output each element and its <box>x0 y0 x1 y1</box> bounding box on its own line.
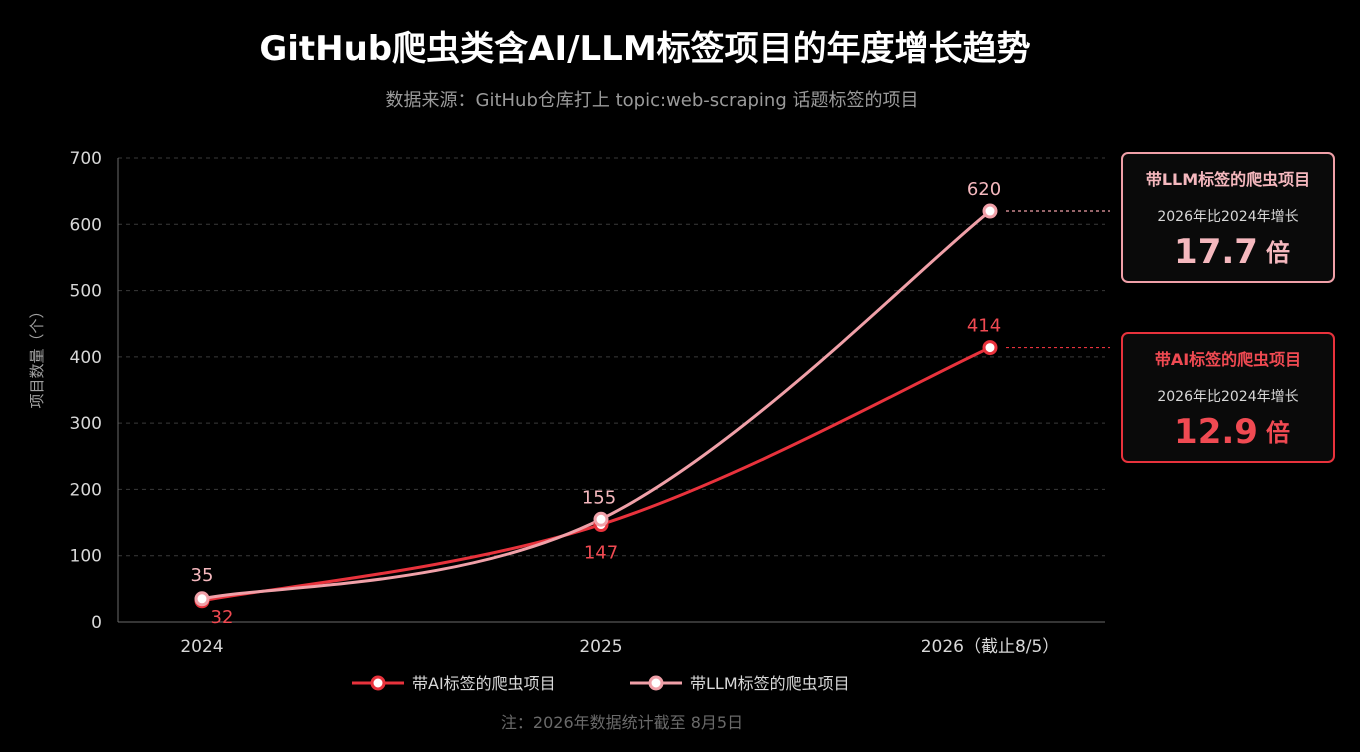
x-tick-label: 2024 <box>180 637 223 657</box>
data-point-ai <box>982 340 998 356</box>
legend-marker <box>370 675 386 691</box>
data-label-ai: 32 <box>211 607 234 628</box>
legend-marker <box>648 675 664 691</box>
data-point-llm <box>593 511 609 527</box>
annotation-title: 带LLM标签的爬虫项目 <box>1146 170 1310 189</box>
data-label-llm: 35 <box>191 565 214 586</box>
annotation-multiplier: 17.7 <box>1174 232 1258 272</box>
annotation-box <box>1121 152 1335 283</box>
y-tick-label: 100 <box>70 547 102 567</box>
y-tick-label: 400 <box>70 348 102 368</box>
legend-label: 带AI标签的爬虫项目 <box>412 674 556 693</box>
data-label-ai: 147 <box>584 543 618 564</box>
y-tick-label: 600 <box>70 215 102 235</box>
data-label-llm: 155 <box>582 487 616 508</box>
data-point-llm <box>194 591 210 607</box>
annotation-unit: 倍 <box>1266 419 1290 447</box>
annotation-multiplier: 12.9 <box>1174 412 1258 452</box>
plot-area: 0 100 200 300 400 500 600 700 2024 2025 2026（截止8/5… <box>70 149 1335 693</box>
legend-label: 带LLM标签的爬虫项目 <box>690 674 850 693</box>
y-tick-label: 700 <box>70 149 102 169</box>
x-tick-label: 2025 <box>579 637 622 657</box>
y-tick-label: 300 <box>70 414 102 434</box>
y-tick-label: 200 <box>70 480 102 500</box>
chart-title: GitHub爬虫类含AI/LLM标签项目的年度增长趋势 <box>259 29 1030 69</box>
annotation-subtitle: 2026年比2024年增长 <box>1157 209 1298 225</box>
y-tick-label: 500 <box>70 282 102 302</box>
annotation-box <box>1121 332 1335 463</box>
annotation-title: 带AI标签的爬虫项目 <box>1155 350 1301 369</box>
data-point-llm <box>982 203 998 219</box>
annotation-subtitle: 2026年比2024年增长 <box>1157 389 1298 405</box>
x-tick-label: 2026（截止8/5） <box>921 637 1060 657</box>
annotation-unit: 倍 <box>1266 239 1290 267</box>
chart-subtitle: 数据来源：GitHub仓库打上 topic:web-scraping 话题标签的… <box>386 90 919 111</box>
y-tick-label: 0 <box>91 613 102 633</box>
data-label-ai: 414 <box>967 316 1001 337</box>
y-axis-label: 项目数量（个） <box>28 303 46 408</box>
footnote: 注：2026年数据统计截至 8月5日 <box>501 713 743 732</box>
data-label-llm: 620 <box>967 179 1001 200</box>
